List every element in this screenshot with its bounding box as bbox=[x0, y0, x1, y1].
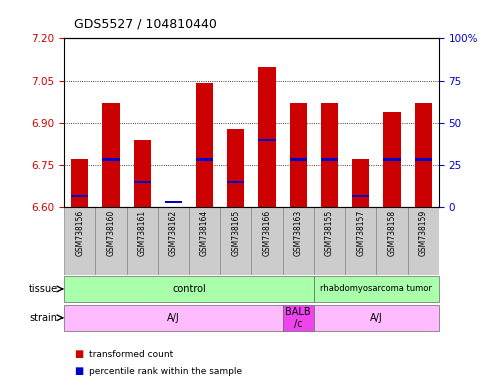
Text: control: control bbox=[172, 284, 206, 294]
Bar bbox=[282, 207, 314, 275]
Bar bbox=[251, 207, 282, 275]
Text: GSM738163: GSM738163 bbox=[294, 209, 303, 256]
Text: GSM738156: GSM738156 bbox=[75, 209, 84, 256]
Bar bbox=[103, 103, 119, 207]
Text: tissue: tissue bbox=[29, 284, 58, 294]
Bar bbox=[189, 207, 220, 275]
Text: GSM738166: GSM738166 bbox=[263, 209, 272, 256]
Bar bbox=[165, 200, 182, 203]
Bar bbox=[220, 207, 251, 275]
Bar bbox=[134, 181, 151, 183]
Bar bbox=[158, 207, 189, 275]
Bar bbox=[352, 159, 369, 207]
Bar bbox=[408, 207, 439, 275]
Bar bbox=[196, 158, 213, 161]
Bar bbox=[345, 207, 376, 275]
Bar bbox=[71, 195, 88, 197]
Bar bbox=[258, 66, 276, 207]
Text: GSM738161: GSM738161 bbox=[138, 209, 146, 255]
Bar bbox=[64, 305, 282, 331]
Text: ■: ■ bbox=[74, 366, 83, 376]
Bar bbox=[321, 103, 338, 207]
Bar bbox=[290, 158, 307, 161]
Text: GSM738160: GSM738160 bbox=[106, 209, 115, 256]
Text: GSM738165: GSM738165 bbox=[231, 209, 240, 256]
Bar bbox=[415, 103, 432, 207]
Bar bbox=[127, 207, 158, 275]
Text: GDS5527 / 104810440: GDS5527 / 104810440 bbox=[74, 17, 217, 30]
Bar bbox=[384, 158, 400, 161]
Text: A/J: A/J bbox=[167, 313, 180, 323]
Bar bbox=[227, 129, 245, 207]
Bar bbox=[352, 195, 369, 197]
Text: GSM738159: GSM738159 bbox=[419, 209, 427, 256]
Bar bbox=[376, 207, 408, 275]
Text: GSM738155: GSM738155 bbox=[325, 209, 334, 256]
Bar bbox=[196, 83, 213, 207]
Text: GSM738162: GSM738162 bbox=[169, 209, 178, 255]
Bar bbox=[290, 103, 307, 207]
Text: BALB
/c: BALB /c bbox=[285, 307, 311, 329]
Bar bbox=[227, 181, 245, 183]
Bar bbox=[321, 158, 338, 161]
Bar bbox=[384, 112, 400, 207]
Bar bbox=[314, 207, 345, 275]
Bar bbox=[64, 276, 314, 302]
Bar bbox=[314, 305, 439, 331]
Bar bbox=[258, 139, 276, 141]
Text: transformed count: transformed count bbox=[89, 350, 173, 359]
Text: A/J: A/J bbox=[370, 313, 383, 323]
Bar bbox=[71, 159, 88, 207]
Text: strain: strain bbox=[30, 313, 58, 323]
Bar bbox=[95, 207, 127, 275]
Text: GSM738157: GSM738157 bbox=[356, 209, 365, 256]
Text: percentile rank within the sample: percentile rank within the sample bbox=[89, 367, 242, 376]
Bar bbox=[415, 158, 432, 161]
Bar bbox=[282, 305, 314, 331]
Bar bbox=[314, 276, 439, 302]
Text: rhabdomyosarcoma tumor: rhabdomyosarcoma tumor bbox=[320, 285, 432, 293]
Text: GSM738164: GSM738164 bbox=[200, 209, 209, 256]
Bar bbox=[134, 140, 151, 207]
Text: ■: ■ bbox=[74, 349, 83, 359]
Bar bbox=[64, 207, 95, 275]
Bar bbox=[103, 158, 119, 161]
Text: GSM738158: GSM738158 bbox=[387, 209, 396, 255]
